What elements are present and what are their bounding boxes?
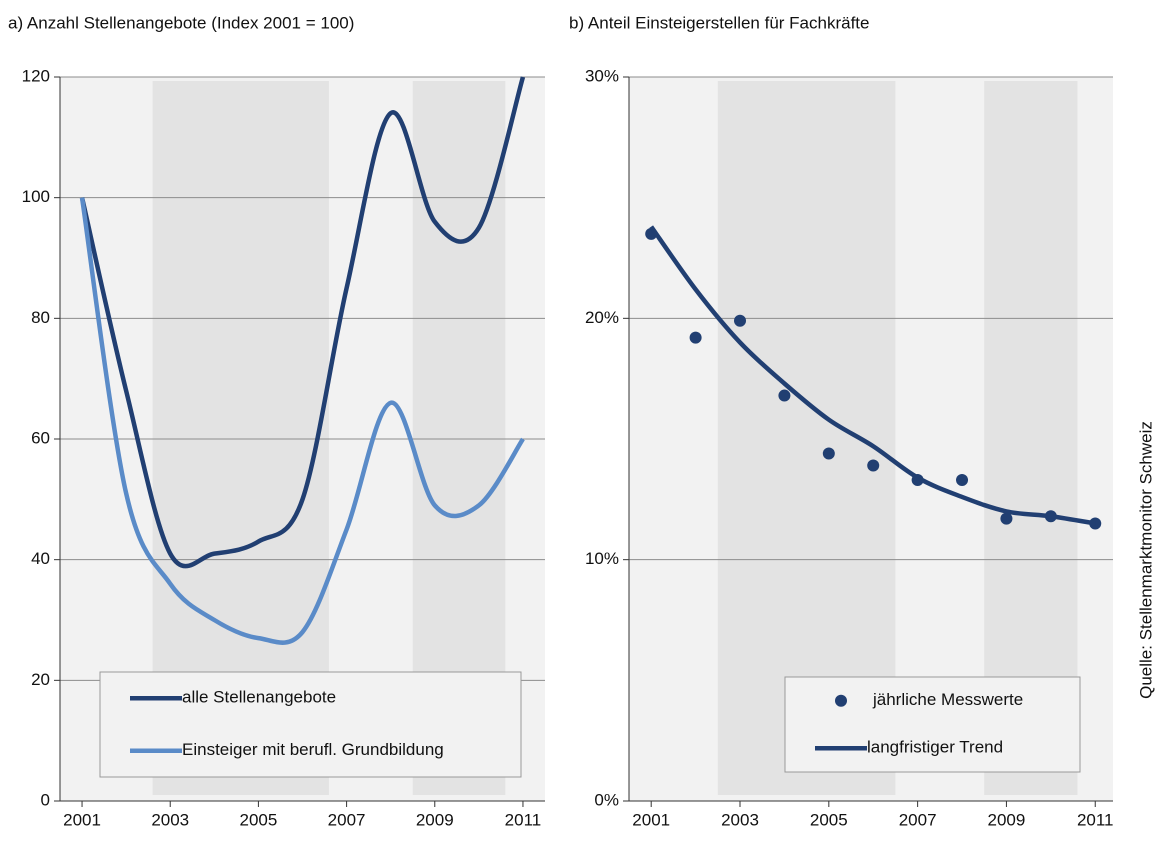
legend-label: alle Stellenangebote [182, 688, 336, 707]
x-tick-label: 2009 [988, 810, 1026, 829]
x-tick-label: 2005 [810, 810, 848, 829]
data-point [822, 447, 835, 460]
x-tick-label: 2009 [416, 810, 454, 829]
legend-label: Einsteiger mit berufl. Grundbildung [182, 740, 444, 759]
x-tick-label: 2005 [239, 810, 277, 829]
data-point [956, 474, 969, 487]
y-tick-label: 30% [585, 66, 619, 85]
legend-swatch [835, 694, 847, 707]
x-tick-label: 2007 [328, 810, 366, 829]
x-tick-label: 2003 [721, 810, 759, 829]
y-tick-label: 40 [31, 549, 50, 568]
y-tick-label: 120 [22, 66, 50, 85]
chart-title: a) Anzahl Stellenangebote (Index 2001 = … [8, 13, 354, 32]
y-tick-label: 20% [585, 308, 619, 327]
data-point [778, 389, 791, 402]
y-tick-label: 80 [31, 308, 50, 327]
y-tick-label: 60 [31, 428, 50, 447]
series-line [79, 76, 526, 569]
shaded-period [984, 81, 1078, 795]
series-line [79, 197, 525, 645]
x-tick-label: 2003 [151, 810, 189, 829]
data-point [1000, 512, 1013, 525]
data-point [734, 314, 747, 327]
y-tick-label: 100 [22, 187, 50, 206]
y-tick-label: 10% [585, 549, 619, 568]
data-point [689, 331, 702, 344]
legend-box [784, 676, 1081, 773]
x-tick-label: 2007 [899, 810, 937, 829]
legend-box [99, 671, 522, 778]
y-tick-label: 20 [31, 670, 50, 689]
x-tick-label: 2011 [505, 810, 542, 829]
data-point [867, 459, 880, 472]
x-tick-label: 2011 [1077, 810, 1114, 829]
x-tick-label: 2001 [632, 810, 670, 829]
source: Quelle: Stellenmarktmonitor Schweiz [1136, 421, 1155, 699]
y-tick-label: 0% [594, 790, 619, 809]
legend-label: jährliche Messwerte [872, 690, 1023, 709]
series-line [649, 225, 1096, 526]
x-tick-label: 2001 [63, 810, 101, 829]
shaded-period [717, 81, 896, 795]
legend-label: langfristiger Trend [867, 738, 1003, 757]
chart-title: b) Anteil Einsteigerstellen für Fachkräf… [569, 13, 869, 32]
y-tick-label: 0 [41, 790, 50, 809]
